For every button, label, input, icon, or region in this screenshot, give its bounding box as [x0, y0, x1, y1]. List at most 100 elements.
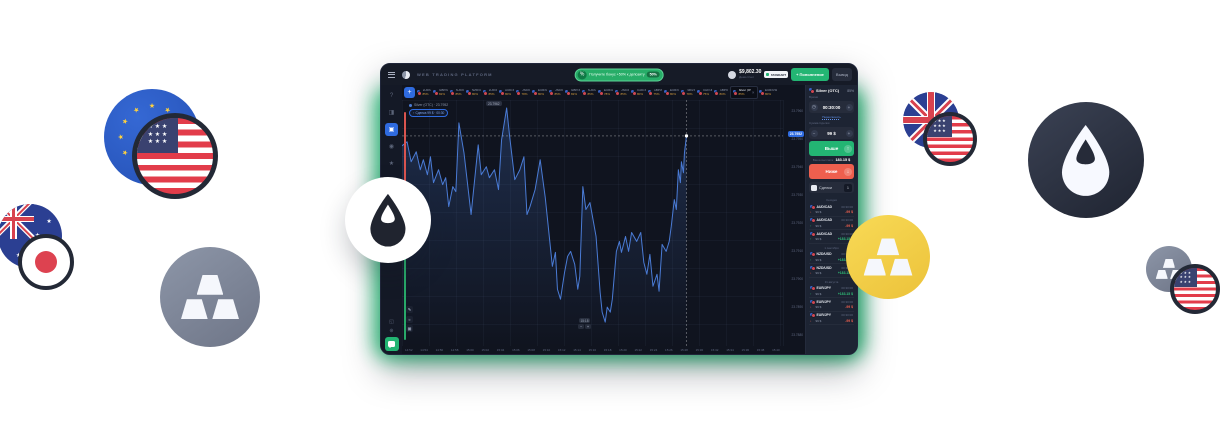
active-trade-chip[interactable]: ↑ Сделка 99 $ · 00:30 — [409, 109, 449, 117]
pair-flags-icon — [515, 90, 521, 95]
amount-decrease-button[interactable] — [810, 129, 818, 137]
asset-tab-name: CHF/JPY — [703, 89, 712, 93]
asset-tab-name: NZD/USD — [472, 89, 481, 93]
sidebar-mini-icon[interactable]: ⊕ — [389, 328, 394, 334]
switch-time-mode-link[interactable]: Переключить — [822, 115, 841, 119]
trades-list-item[interactable]: EUR/JPY 00:30:00 99 $ -99 $ — [809, 298, 854, 312]
trade-pair: EUR/JPY — [816, 286, 832, 291]
zoom-out-button[interactable] — [578, 324, 584, 329]
asset-tab[interactable]: EUR/GBP80% — [532, 86, 548, 99]
snapshot-tool-icon[interactable]: ▣ — [406, 325, 413, 332]
trades-list-item[interactable]: AUD/CAD 00:30:00 99 $ -99 $ — [809, 203, 854, 217]
put-down-label: Ниже — [825, 169, 838, 174]
sidebar-mini-icon[interactable]: ◱ — [389, 319, 394, 325]
trades-list-item[interactable]: Сегодня — [809, 196, 854, 203]
trade-pair: NZD/USD — [816, 265, 832, 270]
balance-block[interactable]: $9,802.30 Демо Счет — [739, 69, 761, 79]
amount-increase-button[interactable] — [845, 129, 853, 137]
sidebar-item[interactable]: ? — [385, 89, 398, 102]
asset-tab[interactable]: GBP/USD82% — [433, 86, 449, 99]
trades-tab[interactable]: Сделки 1 — [809, 182, 854, 193]
trade-result: -99 $ — [845, 210, 853, 214]
close-tab-icon[interactable]: × — [751, 90, 755, 95]
asset-tab[interactable]: USD/CHF78% — [515, 86, 531, 99]
arrow-up-icon: ↑ — [844, 144, 852, 153]
asset-tab[interactable]: EUR/JPY85% — [482, 86, 498, 99]
sidebar-item[interactable]: ◉ — [385, 140, 398, 153]
amount-field[interactable]: 99 $ — [809, 127, 854, 139]
asset-tab[interactable]: GBP/AUD75% — [647, 86, 663, 99]
trade-row[interactable]: AUD/CAD 00:30:00 99 $ -99 $ — [809, 203, 854, 217]
draw-tool-icon[interactable]: ✎ — [406, 306, 413, 313]
asset-tab-payout: 80% — [670, 91, 677, 96]
asset-tab-payout: 85% — [488, 91, 495, 96]
asset-tab-payout: 78% — [521, 91, 528, 96]
asset-tab[interactable]: USD/JPY85% — [614, 86, 630, 99]
symbol-label: Silver (OTC) · 23.7952 — [414, 103, 449, 107]
asset-tab[interactable]: EUR/CAD80% — [664, 86, 680, 99]
panel-asset-header[interactable]: Silver (OTC) 85% — [809, 88, 854, 93]
trades-list-item[interactable]: EUR/JPY 00:30:00 99 $ +183.15 $ — [809, 285, 854, 298]
menu-icon[interactable] — [388, 71, 395, 78]
asset-tab-payout: 85% — [422, 91, 429, 96]
trades-date-header: Сегодня — [826, 198, 837, 202]
asset-tab[interactable]: EUR/AUD78% — [598, 86, 614, 99]
trade-panel: Silver (OTC) 85% Время 00:30:00 Переключ… — [805, 85, 857, 354]
withdraw-button[interactable]: Вывод — [831, 68, 852, 81]
time-increase-button[interactable] — [845, 103, 853, 111]
plan-badge[interactable]: STANDART — [764, 71, 789, 78]
avatar[interactable] — [728, 70, 737, 79]
sidebar-item[interactable]: ★ — [385, 157, 398, 170]
trades-list-item[interactable]: AUD/CAD 00:30:00 99 $ +183.15 $ — [809, 230, 854, 244]
asset-tab[interactable]: USD/CAD85% — [548, 86, 564, 99]
time-axis-label: 15:10 — [542, 348, 551, 352]
trade-row[interactable]: EUR/JPY 00:30:00 99 $ -99 $ — [809, 298, 854, 312]
sidebar-item[interactable]: ◨ — [385, 106, 398, 119]
usa-canton — [137, 118, 179, 153]
trade-result: -99 $ — [845, 223, 853, 228]
zoom-in-button[interactable] — [585, 324, 591, 329]
trades-list: Сегодня — [809, 196, 854, 351]
sentiment-up — [403, 216, 406, 340]
add-asset-button[interactable]: + — [404, 87, 415, 98]
deposit-button[interactable]: + Пополнение — [791, 68, 829, 81]
trades-list-item[interactable]: EUR/JPY 00:30:00 99 $ -99 $ — [809, 312, 854, 325]
put-down-button[interactable]: Ниже ↓ — [809, 164, 854, 179]
trade-row[interactable]: EUR/JPY 00:30:00 99 $ +183.15 $ — [809, 285, 854, 298]
trade-row[interactable]: AUD/CAD 00:30:00 99 $ +183.15 $ — [809, 230, 854, 244]
trades-list-item[interactable]: 1 сентября — [809, 244, 854, 251]
asset-tab[interactable]: EUR/USD85% — [416, 86, 432, 99]
trades-list-item[interactable]: AUD/CAD 00:30:00 99 $ -99 $ — [809, 217, 854, 230]
chart-overlay: Silver (OTC) · 23.7952 ↑ Сделка 99 $ · 0… — [409, 103, 449, 117]
asset-tab[interactable]: AUD/CAD85% — [449, 86, 465, 99]
trade-row[interactable]: AUD/CAD 00:30:00 99 $ -99 $ — [809, 217, 854, 230]
asset-tab[interactable]: CAD/JPY80% — [631, 86, 647, 99]
time-field[interactable]: 00:30:00 — [809, 101, 854, 113]
trade-pair: AUD/CAD — [816, 204, 833, 209]
pair-flags-icon — [810, 299, 815, 305]
price-chart[interactable]: Silver (OTC) · 23.7952 ↑ Сделка 99 $ · 0… — [402, 100, 783, 346]
asset-tab[interactable]: AUD/JPY80% — [499, 86, 515, 99]
asset-tab[interactable]: NZD/JPY78% — [680, 86, 696, 99]
asset-tab-name: AUD/USD — [587, 89, 597, 93]
asset-tab[interactable]: NZD/USD80% — [466, 86, 482, 99]
trades-list-item[interactable]: 31 августа — [809, 278, 854, 285]
indicators-tool-icon[interactable]: ≈ — [406, 315, 413, 323]
promo-banner[interactable]: Получите бонус +50% к депозиту 50% — [574, 68, 664, 81]
asset-tab[interactable]: EUR/USD (S…80% — [759, 86, 778, 99]
call-up-button[interactable]: Выше ↑ — [809, 141, 854, 156]
pair-flags-icon — [697, 90, 702, 95]
pair-flags-icon — [598, 90, 603, 95]
sidebar-item[interactable]: ▣ — [385, 123, 398, 136]
asset-tab[interactable]: GBP/CHF80% — [713, 86, 729, 99]
trade-pair: NZD/USD — [816, 252, 832, 257]
support-chat-button[interactable] — [384, 337, 399, 351]
asset-tab-payout: 80% — [505, 91, 512, 96]
trade-row[interactable]: EUR/JPY 00:30:00 99 $ -99 $ — [809, 312, 854, 325]
sidebar-item-icon: ◉ — [388, 144, 395, 150]
gold-bars-icon — [181, 275, 239, 319]
asset-tab[interactable]: AUD/USD85% — [581, 86, 597, 99]
asset-tab-selected[interactable]: Silver (OT…85% × — [729, 86, 758, 99]
asset-tab[interactable]: GBP/JPY82% — [565, 86, 581, 99]
asset-tab[interactable]: CHF/JPY75% — [697, 86, 713, 99]
